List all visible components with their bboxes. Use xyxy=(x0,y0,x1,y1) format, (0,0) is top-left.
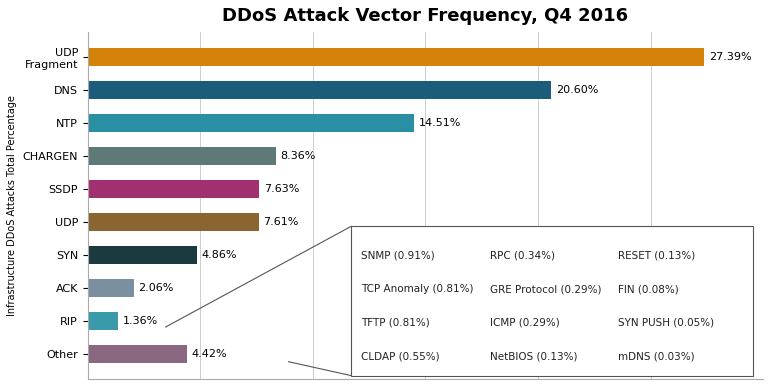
Text: GRE Protocol (0.29%): GRE Protocol (0.29%) xyxy=(490,284,601,294)
Bar xyxy=(88,48,705,66)
Text: FIN (0.08%): FIN (0.08%) xyxy=(618,284,678,294)
Text: TCP Anomaly (0.81%): TCP Anomaly (0.81%) xyxy=(361,284,474,294)
Text: RESET (0.13%): RESET (0.13%) xyxy=(618,251,695,261)
Bar xyxy=(88,312,119,330)
Text: 27.39%: 27.39% xyxy=(709,52,752,62)
Text: CLDAP (0.55%): CLDAP (0.55%) xyxy=(361,352,440,362)
Text: TFTP (0.81%): TFTP (0.81%) xyxy=(361,318,430,328)
Bar xyxy=(88,246,197,264)
Text: 20.60%: 20.60% xyxy=(556,85,598,95)
Bar xyxy=(88,114,414,132)
Bar xyxy=(88,147,276,165)
Bar xyxy=(88,345,187,363)
Bar xyxy=(88,81,551,99)
Text: 14.51%: 14.51% xyxy=(419,118,461,128)
Text: 7.63%: 7.63% xyxy=(264,184,300,194)
Bar xyxy=(88,279,134,297)
Text: 2.06%: 2.06% xyxy=(139,283,174,293)
Title: DDoS Attack Vector Frequency, Q4 2016: DDoS Attack Vector Frequency, Q4 2016 xyxy=(223,7,628,25)
Text: 7.61%: 7.61% xyxy=(263,217,299,227)
FancyBboxPatch shape xyxy=(351,226,753,376)
Text: RPC (0.34%): RPC (0.34%) xyxy=(490,251,554,261)
Text: SNMP (0.91%): SNMP (0.91%) xyxy=(361,251,435,261)
Bar xyxy=(88,213,259,231)
Text: 4.42%: 4.42% xyxy=(192,349,227,359)
Text: NetBIOS (0.13%): NetBIOS (0.13%) xyxy=(490,352,577,362)
Text: ICMP (0.29%): ICMP (0.29%) xyxy=(490,318,559,328)
Text: 4.86%: 4.86% xyxy=(202,250,237,260)
Text: mDNS (0.03%): mDNS (0.03%) xyxy=(618,352,695,362)
Bar xyxy=(88,180,259,198)
Y-axis label: Infrastructure DDoS Attacks Total Percentage: Infrastructure DDoS Attacks Total Percen… xyxy=(7,95,17,316)
Text: 1.36%: 1.36% xyxy=(123,316,158,326)
Text: SYN PUSH (0.05%): SYN PUSH (0.05%) xyxy=(618,318,714,328)
Text: 8.36%: 8.36% xyxy=(280,151,316,161)
